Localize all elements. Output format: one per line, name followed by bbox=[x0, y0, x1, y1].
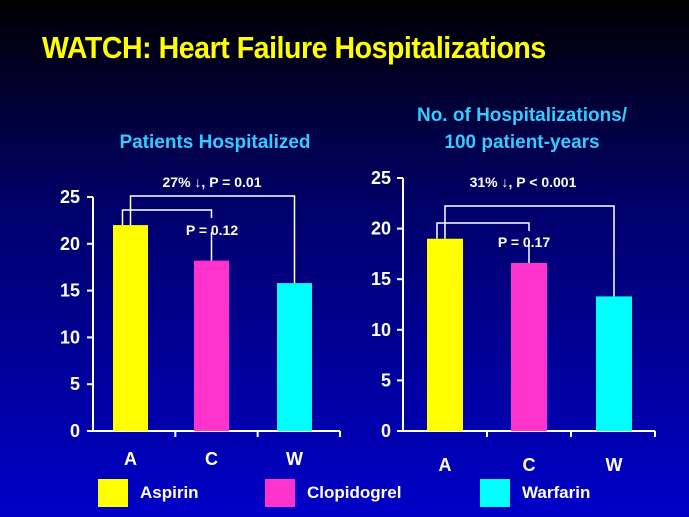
right-y-tick-label-0: 0 bbox=[381, 421, 391, 441]
left-y-tick-label-10: 10 bbox=[60, 327, 80, 347]
right-annotation-a-c: P = 0.17 bbox=[498, 234, 551, 250]
legend-label-clopidogrel: Clopidogrel bbox=[307, 483, 402, 502]
right-bar-C bbox=[511, 263, 547, 431]
legend-item-warfarin: Warfarin bbox=[480, 478, 590, 508]
legend-label-warfarin: Warfarin bbox=[522, 483, 591, 502]
left-x-label-W: W bbox=[286, 449, 303, 469]
left-y-tick-label-20: 20 bbox=[60, 234, 80, 254]
right-bracket-a-c bbox=[436, 222, 530, 239]
left-chart-title: Patients Hospitalized bbox=[119, 132, 311, 153]
right-x-label-W: W bbox=[606, 455, 623, 475]
slide-title: WATCH: Heart Failure Hospitalizations bbox=[42, 30, 546, 65]
left-bar-C bbox=[194, 260, 229, 431]
right-annotation-a-w: 31% ↓, P < 0.001 bbox=[470, 174, 577, 190]
left-annotation-a-w: 27% ↓, P = 0.01 bbox=[163, 174, 262, 190]
right-x-label-A: A bbox=[439, 455, 452, 475]
left-y-tick-label-25: 25 bbox=[60, 187, 80, 207]
left-bar-W bbox=[277, 283, 312, 431]
legend-swatch-aspirin bbox=[98, 479, 128, 507]
right-y-tick-label-25: 25 bbox=[371, 168, 391, 188]
legend-swatch-clopidogrel bbox=[265, 479, 295, 507]
right-chart-title-line-1: No. of Hospitalizations/ bbox=[416, 105, 628, 126]
left-annotation-a-c: P = 0.12 bbox=[186, 222, 239, 238]
left-y-tick-label-0: 0 bbox=[70, 421, 80, 441]
right-y-tick-label-5: 5 bbox=[381, 370, 391, 390]
right-y-tick-label-10: 10 bbox=[371, 320, 391, 340]
left-y-tick-label-15: 15 bbox=[60, 281, 80, 301]
right-y-tick-label-20: 20 bbox=[371, 219, 391, 239]
right-x-label-C: C bbox=[523, 455, 536, 475]
right-chart-title: No. of Hospitalizations/ 100 patient-yea… bbox=[372, 103, 672, 156]
right-y-tick-label-15: 15 bbox=[371, 269, 391, 289]
legend-label-aspirin: Aspirin bbox=[140, 483, 199, 502]
legend-swatch-warfarin bbox=[480, 479, 510, 507]
right-bar-A bbox=[427, 238, 463, 431]
legend-item-aspirin: Aspirin bbox=[98, 478, 199, 508]
left-x-label-A: A bbox=[124, 449, 137, 469]
legend-item-clopidogrel: Clopidogrel bbox=[265, 478, 401, 508]
right-chart-title-line-2: 100 patient-years bbox=[444, 131, 600, 153]
left-x-label-C: C bbox=[205, 449, 218, 469]
left-bracket-a-c bbox=[121, 209, 213, 226]
right-bar-W bbox=[596, 296, 632, 431]
left-bar-A bbox=[113, 225, 148, 431]
left-y-tick-label-5: 5 bbox=[70, 374, 80, 394]
